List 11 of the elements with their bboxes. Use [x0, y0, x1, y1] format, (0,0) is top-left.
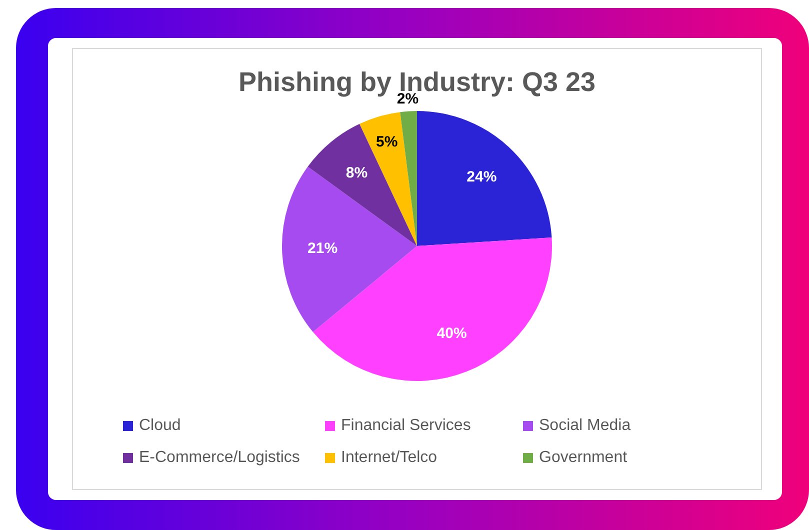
legend-label: Government — [539, 449, 628, 467]
legend-label: Social Media — [539, 417, 631, 435]
data-label: 21% — [308, 240, 338, 258]
legend-label: E-Commerce/Logistics — [139, 449, 300, 467]
legend-label: Cloud — [139, 417, 181, 435]
data-label: 8% — [346, 164, 368, 182]
legend-label: Internet/Telco — [341, 449, 438, 467]
data-label: 24% — [466, 168, 497, 186]
data-label: 5% — [376, 133, 398, 150]
data-label: 40% — [436, 325, 467, 342]
legend-label: Financial Services — [341, 417, 471, 435]
